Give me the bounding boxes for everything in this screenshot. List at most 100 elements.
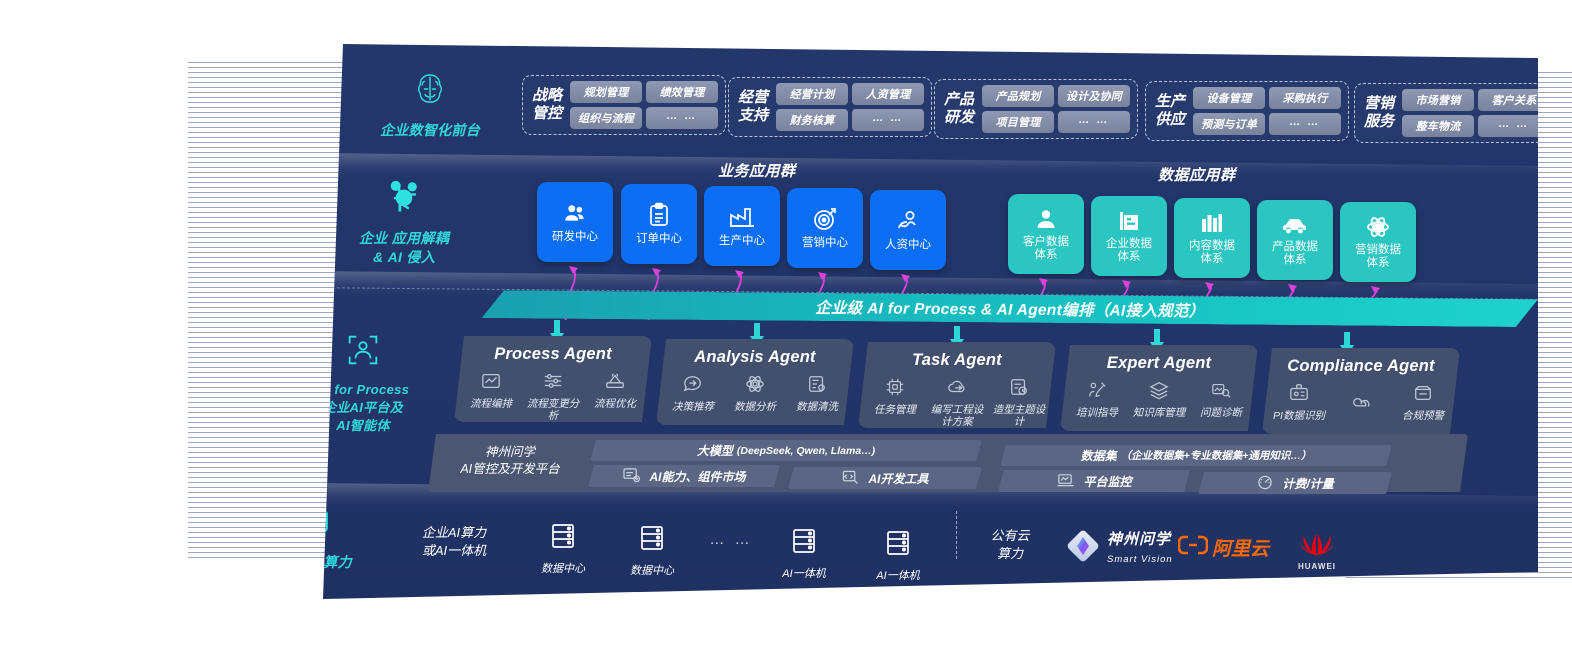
agent-item-label: 合规预警 <box>1402 410 1444 422</box>
card-business-2[interactable]: 生产中心 <box>704 186 780 266</box>
agent-item[interactable]: 培训指导 <box>1066 380 1127 419</box>
rail-label: AI for Process 企业AI平台及 AI智能体 <box>322 382 410 433</box>
flow-chart-icon <box>460 371 521 394</box>
domain-group-3[interactable]: 生产 供应 设备管理 采购执行 预测与订单 … … <box>1145 81 1349 141</box>
agent-item[interactable]: 流程变更分析 <box>522 371 583 422</box>
rail-enterprise-digital-front: 企业数智化前台 <box>340 68 520 140</box>
platform-pill-subtitle: (DeepSeek, Qwen, Llama…) <box>736 444 876 457</box>
domain-group-1[interactable]: 经营 支持 经营计划 人资管理 财务核算 … … <box>728 77 932 137</box>
domain-cell[interactable]: 经营计划 <box>776 83 848 105</box>
gauge-icon <box>1256 474 1274 493</box>
agent-item[interactable]: 流程编排 <box>460 371 521 410</box>
platform-pill-subtitle: （企业数据集+专业数据集+通用知识…） <box>1120 450 1312 462</box>
infra-node-label: AI一体机 <box>876 570 920 582</box>
card-business-0[interactable]: 研发中心 <box>537 182 613 262</box>
infra-node-4[interactable]: AI一体机 <box>863 529 933 583</box>
domain-cell-more[interactable]: … … <box>646 107 718 129</box>
orchestration-banner-text: 企业级 AI for Process & AI Agent编排（AI接入规范） <box>815 299 1205 321</box>
card-business-3[interactable]: 营销中心 <box>787 188 863 268</box>
domain-group-4[interactable]: 营销 服务 市场营销 客户关系 整车物流 … … <box>1354 83 1538 143</box>
server-icon <box>883 531 913 563</box>
domain-cell[interactable]: 规划管理 <box>570 81 642 103</box>
huawei-mark-icon <box>1296 534 1338 560</box>
agent-title: Compliance Agent <box>1287 357 1435 375</box>
infra-node-3[interactable]: AI一体机 <box>769 527 839 581</box>
domain-cell-more[interactable]: … … <box>852 109 924 131</box>
molecule-icon <box>323 174 494 223</box>
huawei-logo[interactable]: HUAWEI <box>1296 530 1338 571</box>
card-data-4[interactable]: 营销数据 体系 <box>1340 202 1416 282</box>
agent-item[interactable]: 数据分析 <box>724 374 785 413</box>
domain-cell[interactable]: 人资管理 <box>852 83 924 105</box>
card-business-1[interactable]: 订单中心 <box>621 184 697 264</box>
agent-item[interactable]: 流程优化 <box>584 371 645 410</box>
alert-doc-icon <box>1392 383 1453 406</box>
agent-item-label: 任务管理 <box>874 404 916 416</box>
agent-item[interactable]: 造型主题设计 <box>988 377 1049 428</box>
domain-cell[interactable]: 客户关系 <box>1478 89 1538 111</box>
data-clean-icon <box>786 374 847 397</box>
agent-item[interactable]: 数据清洗 <box>786 374 847 413</box>
infra-node-label: AI一体机 <box>782 568 826 580</box>
infra-node-1[interactable]: 数据中心 <box>617 524 687 578</box>
orchestration-banner: 企业级 AI for Process & AI Agent编排（AI接入规范） <box>482 290 1538 327</box>
agent-item[interactable]: PI数据识别 <box>1268 383 1329 422</box>
domain-cell[interactable]: 预测与订单 <box>1193 113 1265 135</box>
agent-card-4[interactable]: Compliance Agent PI数据识别 数据权限 & 安全 合规预警 <box>1262 348 1460 434</box>
domain-group-0[interactable]: 战略 管控 规划管理 绩效管理 组织与流程 … … <box>522 75 726 135</box>
agent-item[interactable]: 知识库管理 <box>1128 380 1189 419</box>
card-label: 内容数据 体系 <box>1189 239 1235 265</box>
platform-pill-dev-tools[interactable]: AI开发工具 <box>788 467 982 489</box>
platform-pill-large-model[interactable]: 大模型 (DeepSeek, Qwen, Llama…) <box>590 440 982 461</box>
platform-pill-billing[interactable]: 计费/计量 <box>1198 472 1392 494</box>
card-label: 人资中心 <box>885 239 931 251</box>
platform-pill-ai-market[interactable]: AI能力、组件市场 <box>588 465 780 487</box>
domain-cell[interactable]: 项目管理 <box>982 111 1054 133</box>
domain-cell[interactable]: 采购执行 <box>1269 87 1341 109</box>
domain-cell-more[interactable]: … … <box>1269 113 1341 135</box>
agent-item-label: 造型主题设计 <box>992 404 1046 428</box>
domain-group-name: 经营 支持 <box>737 89 768 124</box>
domain-cell[interactable]: 市场营销 <box>1402 89 1474 111</box>
domain-group-2[interactable]: 产品 研发 产品规划 设计及协同 项目管理 … … <box>934 79 1138 139</box>
aliyun-logo[interactable]: 阿里云 <box>1177 534 1269 561</box>
logo-text-en: Smart Vision <box>1107 553 1173 565</box>
agent-title: Task Agent <box>912 351 1002 369</box>
domain-cell[interactable]: 设备管理 <box>1193 87 1265 109</box>
card-data-2[interactable]: 内容数据 体系 <box>1174 198 1250 278</box>
cloud-gear-icon <box>926 377 987 400</box>
infra-node-0[interactable]: 数据中心 <box>528 522 598 576</box>
platform-pill-dataset[interactable]: 数据集 （企业数据集+专业数据集+通用知识…） <box>1000 445 1392 466</box>
card-data-0[interactable]: 客户数据 体系 <box>1008 194 1084 274</box>
domain-cell[interactable]: 绩效管理 <box>646 81 718 103</box>
agent-item[interactable]: 任务管理 <box>864 377 925 416</box>
domain-cell[interactable]: 财务核算 <box>776 109 848 131</box>
card-label: 研发中心 <box>552 231 598 243</box>
card-business-4[interactable]: 人资中心 <box>870 190 946 270</box>
agent-item[interactable]: 编写工程设计方案 <box>926 377 987 428</box>
agent-card-3[interactable]: Expert Agent 培训指导 知识库管理 问题诊断 <box>1060 345 1258 431</box>
platform-pill-monitor[interactable]: 平台监控 <box>998 470 1190 492</box>
card-data-3[interactable]: 产品数据 体系 <box>1257 200 1333 280</box>
agent-item[interactable]: 决策推荐 <box>662 374 723 413</box>
domain-cell-more[interactable]: … … <box>1058 111 1130 133</box>
agent-card-2[interactable]: Task Agent 任务管理 编写工程设计方案 造型主题设计 <box>858 342 1056 428</box>
domain-cell[interactable]: 整车物流 <box>1402 115 1474 137</box>
domain-cell-more[interactable]: … … <box>1478 115 1538 137</box>
platform-pill-title: AI开发工具 <box>868 471 929 486</box>
rail-label: AI基础算力 <box>280 554 352 570</box>
card-data-1[interactable]: 企业数据 体系 <box>1091 196 1167 276</box>
domain-cell[interactable]: 组织与流程 <box>570 107 642 129</box>
domain-cell[interactable]: 设计及协同 <box>1058 85 1130 107</box>
agent-item[interactable]: 合规预警 <box>1392 383 1453 422</box>
agent-card-1[interactable]: Analysis Agent 决策推荐 数据分析 数据清洗 <box>656 339 854 425</box>
shenzhou-wenxue-logo[interactable]: 神州问学 Smart Vision <box>1066 529 1173 568</box>
agent-item[interactable]: 问题诊断 <box>1190 380 1251 419</box>
main-panel: 企业数智化前台 战略 管控 规划管理 绩效管理 组织与流程 … … 经营 支持 … <box>280 44 1538 599</box>
agent-card-0[interactable]: Process Agent 流程编排 流程变更分析 流程优化 <box>454 336 652 422</box>
card-label: 订单中心 <box>636 233 682 245</box>
domain-cell[interactable]: 产品规划 <box>982 85 1054 107</box>
data-group-title: 数据应用群 <box>1158 167 1236 184</box>
agent-item-label: 知识库管理 <box>1132 407 1186 419</box>
domain-group-name: 产品 研发 <box>943 91 974 126</box>
